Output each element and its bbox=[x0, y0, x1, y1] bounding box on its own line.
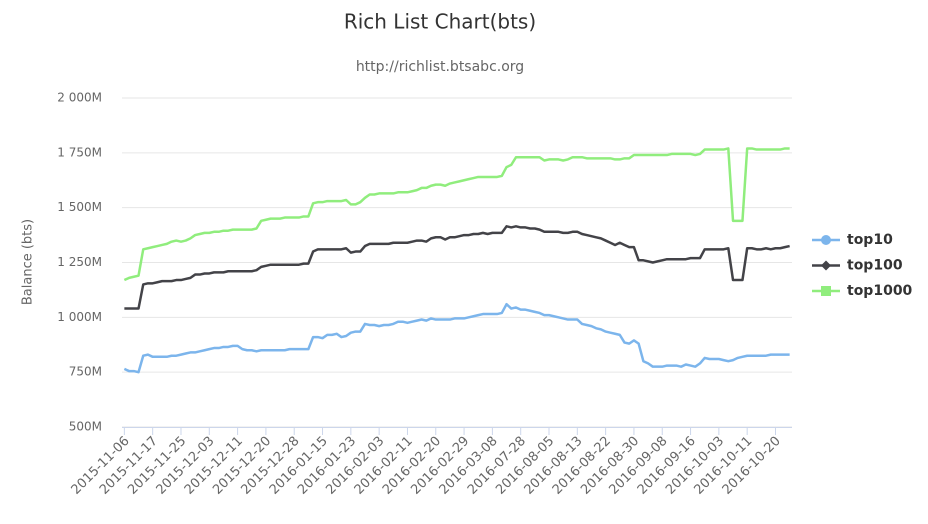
y-tick-label: 1 000M bbox=[57, 310, 102, 324]
chart-subtitle: http://richlist.btsabc.org bbox=[356, 59, 524, 75]
y-tick-label: 1 500M bbox=[57, 200, 102, 214]
legend-label[interactable]: top100 bbox=[847, 258, 903, 274]
legend-label[interactable]: top10 bbox=[847, 232, 893, 248]
legend-marker bbox=[821, 286, 831, 296]
legend-label[interactable]: top1000 bbox=[847, 283, 913, 299]
y-axis-label: Balance (bts) bbox=[21, 219, 36, 305]
y-tick-label: 1 250M bbox=[57, 255, 102, 269]
y-tick-label: 1 750M bbox=[57, 145, 102, 159]
y-tick-label: 750M bbox=[69, 365, 102, 379]
series-line bbox=[124, 225, 790, 310]
y-tick-label: 2 000M bbox=[57, 91, 102, 105]
legend-marker bbox=[821, 235, 831, 245]
chart-title: Rich List Chart(bts) bbox=[344, 10, 536, 34]
y-tick-label: 500M bbox=[69, 420, 102, 434]
series-line bbox=[123, 147, 790, 282]
legend-marker bbox=[821, 260, 831, 271]
series-line bbox=[123, 302, 790, 374]
